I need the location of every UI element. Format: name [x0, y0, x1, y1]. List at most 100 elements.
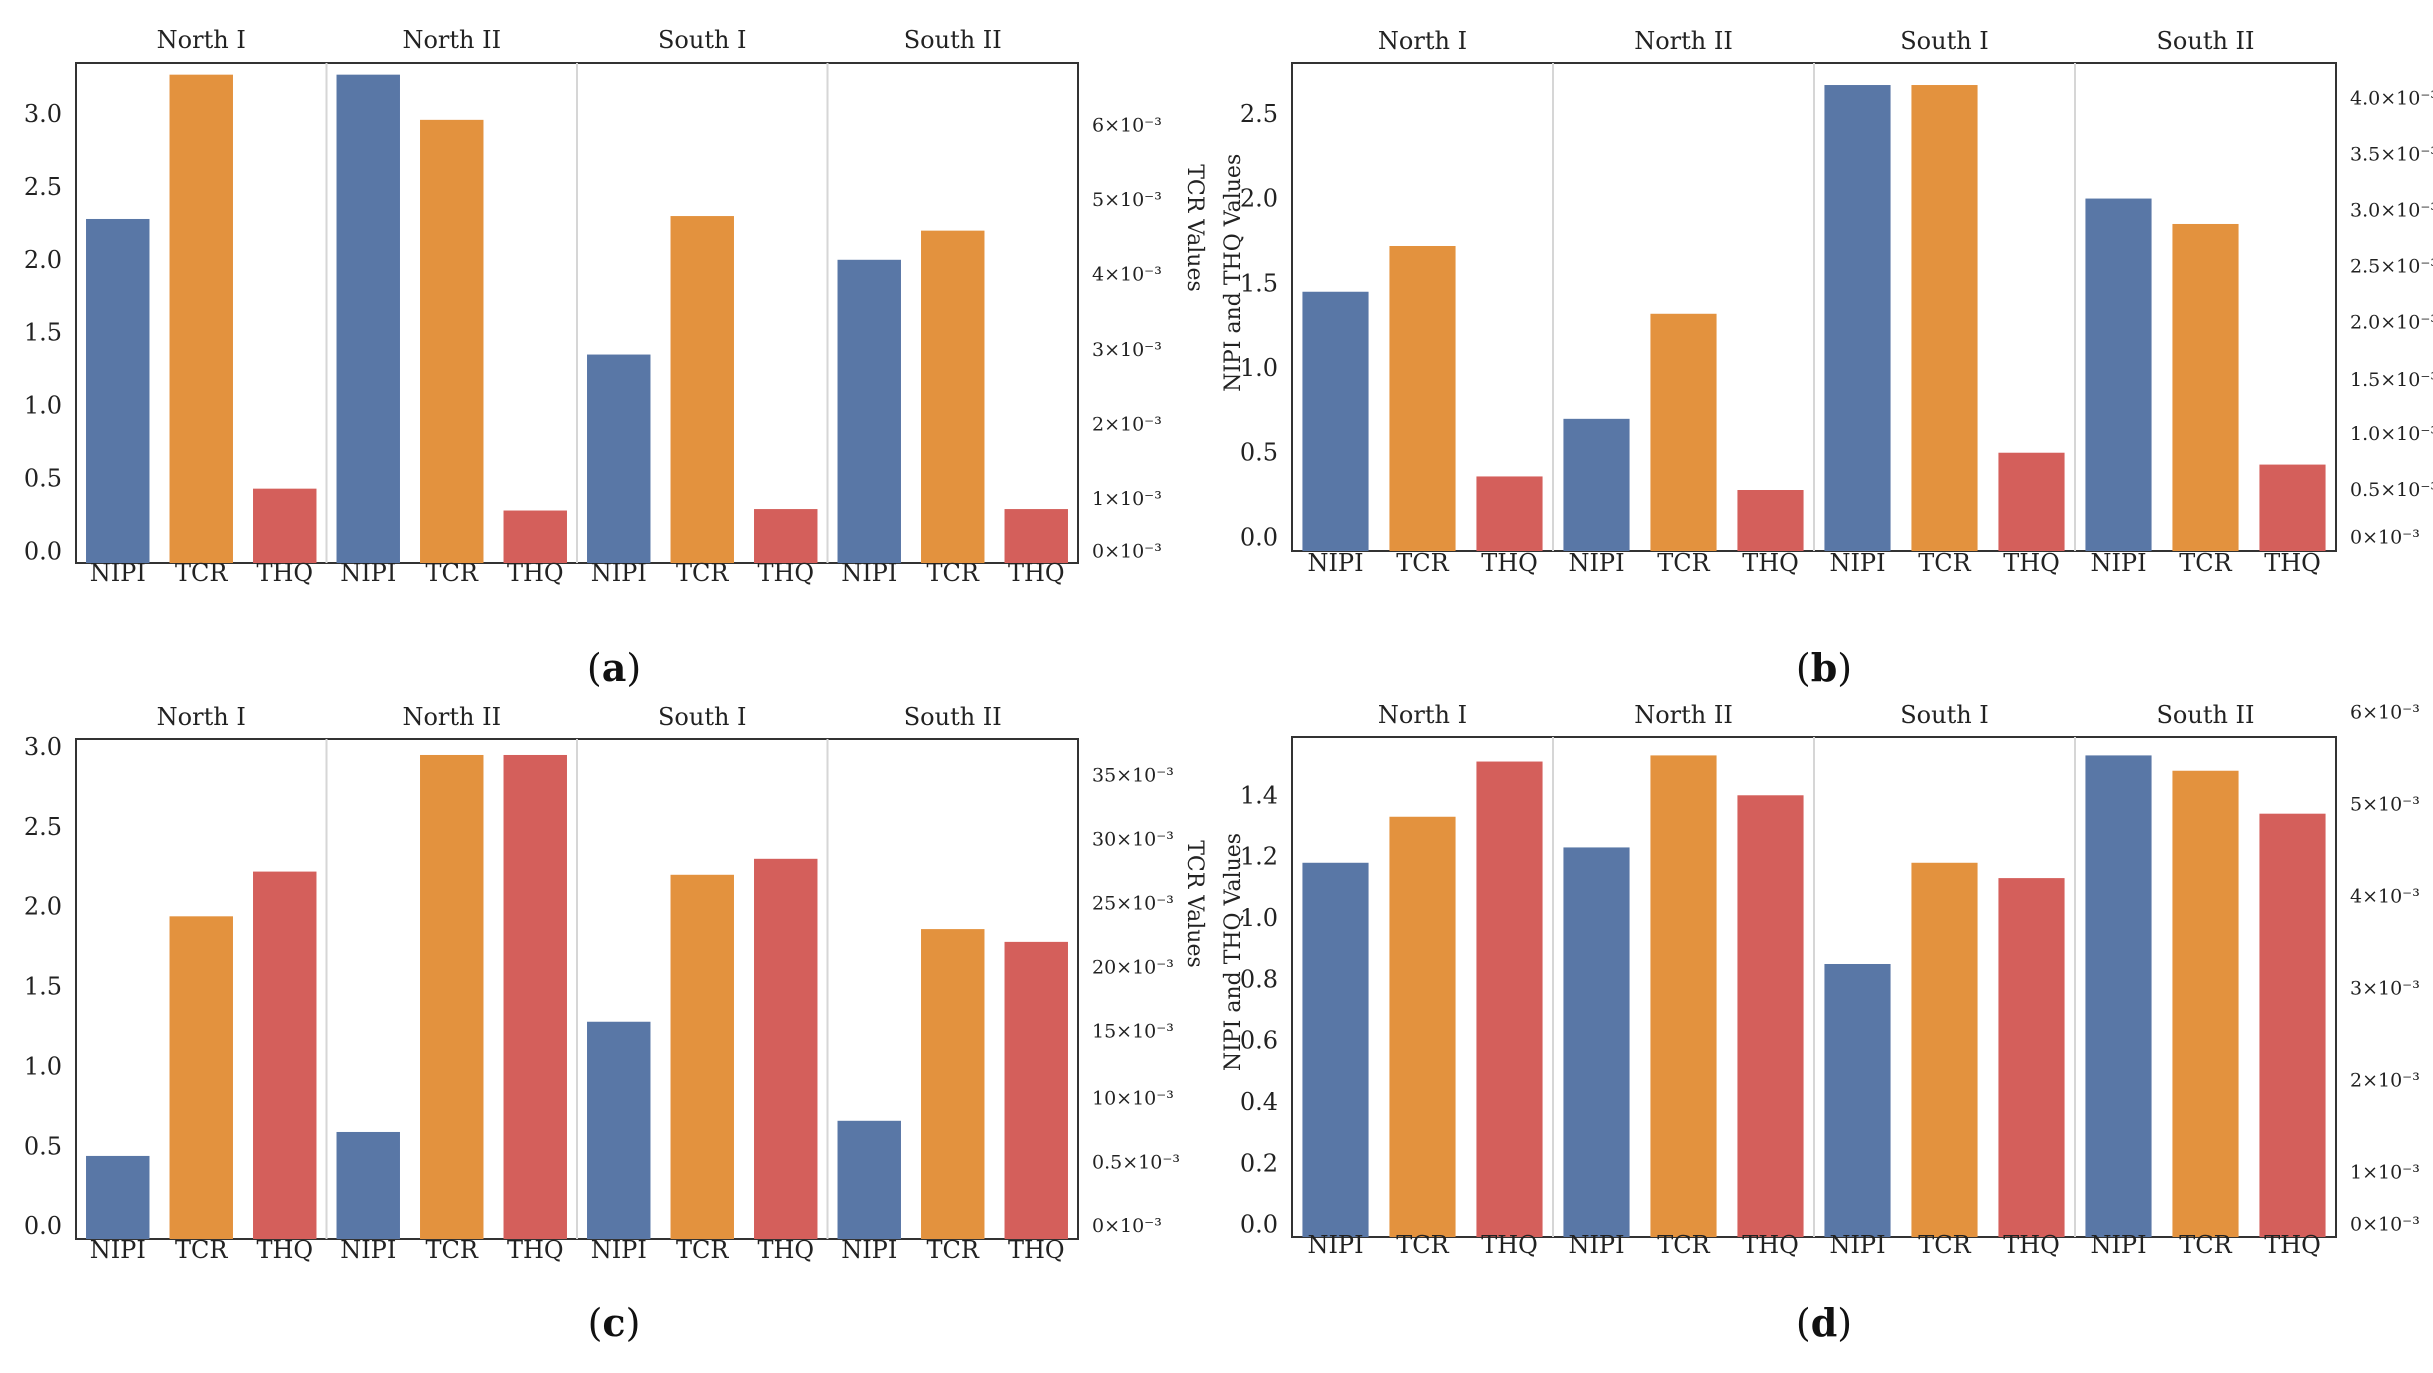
right-tick-label: 1×10⁻³	[1092, 488, 1162, 510]
x-tick-label: TCR	[426, 559, 479, 587]
x-tick-label: THQ	[1742, 549, 1799, 577]
x-tick-label: TCR	[1657, 549, 1710, 577]
left-tick-label: 0.4	[1240, 1088, 1278, 1116]
x-tick-label: THQ	[507, 1236, 564, 1264]
bar-nipi	[1824, 963, 1891, 1237]
x-tick-label: TCR	[175, 1236, 228, 1264]
bar-thq	[1476, 476, 1543, 551]
x-tick-label: NIPI	[1829, 1231, 1885, 1259]
right-tick-label: 3.5×10⁻³	[2350, 144, 2433, 166]
left-tick-label: 1.5	[1240, 269, 1278, 297]
right-tick-label: 0.5×10⁻³	[2350, 479, 2433, 501]
group-label: South I	[1900, 701, 1989, 729]
group-label: North I	[157, 703, 246, 731]
right-tick-label: 2.0×10⁻³	[2350, 311, 2433, 333]
bar-nipi	[1302, 862, 1369, 1237]
x-tick-label: THQ	[2264, 1231, 2321, 1259]
x-tick-label: THQ	[757, 1236, 814, 1264]
left-tick-label: 0.5	[1240, 439, 1278, 467]
x-tick-label: THQ	[2003, 549, 2060, 577]
x-tick-label: NIPI	[2090, 1231, 2146, 1259]
x-tick-label: THQ	[2003, 1231, 2060, 1259]
right-tick-label: 5×10⁻³	[2350, 793, 2420, 815]
x-tick-label: THQ	[757, 559, 814, 587]
bar-thq	[503, 754, 567, 1239]
caption-c: (c)	[587, 1300, 641, 1345]
x-tick-label: NIPI	[90, 559, 146, 587]
group-label: North II	[1634, 701, 1733, 729]
left-tick-label: 2.0	[1240, 185, 1278, 213]
x-tick-label: TCR	[927, 1236, 980, 1264]
x-tick-label: NIPI	[1568, 1231, 1624, 1259]
x-tick-label: TCR	[2179, 1231, 2232, 1259]
group-label: South I	[658, 26, 747, 54]
left-tick-label: 0.0	[1240, 1211, 1278, 1239]
x-tick-label: THQ	[1481, 1231, 1538, 1259]
group-label: South II	[904, 26, 1002, 54]
bar-nipi	[1563, 418, 1630, 551]
group-label: South I	[658, 703, 747, 731]
right-tick-label: 10×10⁻³	[1092, 1087, 1174, 1109]
bar-tcr	[420, 119, 484, 563]
bar-tcr	[1650, 313, 1717, 551]
bar-thq	[1737, 795, 1804, 1237]
bar-nipi	[1563, 847, 1630, 1237]
x-tick-label: NIPI	[2090, 549, 2146, 577]
right-tick-label: 4.0×10⁻³	[2350, 88, 2433, 110]
group-label: South II	[2156, 27, 2254, 55]
bar-nipi	[587, 1021, 651, 1239]
bar-thq	[1998, 452, 2065, 551]
x-tick-label: NIPI	[1829, 549, 1885, 577]
x-tick-label: TCR	[1657, 1231, 1710, 1259]
bar-nipi	[837, 259, 901, 563]
right-tick-label: 0×10⁻³	[1092, 540, 1162, 562]
left-tick-label: 2.5	[24, 813, 62, 841]
right-tick-label: 1×10⁻³	[2350, 1162, 2420, 1184]
x-tick-label: THQ	[1481, 549, 1538, 577]
left-tick-label: 0.0	[24, 1212, 62, 1240]
group-label: North II	[1634, 27, 1733, 55]
bar-nipi	[1302, 291, 1369, 551]
bar-nipi	[837, 1120, 901, 1239]
right-tick-label: 35×10⁻³	[1092, 765, 1174, 787]
left-tick-label: 2.5	[1240, 100, 1278, 128]
caption-b: (b)	[1795, 645, 1853, 690]
right-tick-label: 2.5×10⁻³	[2350, 255, 2433, 277]
bar-nipi	[2085, 755, 2152, 1237]
bar-thq	[2259, 813, 2326, 1237]
right-axis-title: TCR Values	[1182, 840, 1207, 968]
x-tick-label: THQ	[256, 559, 313, 587]
group-label: South II	[904, 703, 1002, 731]
left-tick-label: 1.0	[24, 392, 62, 420]
x-tick-label: TCR	[426, 1236, 479, 1264]
bar-tcr	[1389, 816, 1456, 1237]
bar-nipi	[336, 1131, 400, 1239]
bar-thq	[1998, 878, 2065, 1237]
caption-a: (a)	[586, 645, 642, 690]
x-tick-label: TCR	[676, 559, 729, 587]
bar-thq	[1737, 490, 1804, 551]
bar-thq	[1004, 941, 1068, 1239]
x-tick-label: TCR	[1396, 549, 1449, 577]
x-tick-label: THQ	[1008, 1236, 1065, 1264]
left-tick-label: 2.0	[24, 246, 62, 274]
x-tick-label: TCR	[1918, 549, 1971, 577]
bar-tcr	[921, 230, 985, 563]
right-tick-label: 0.5×10⁻³	[1092, 1151, 1180, 1173]
x-tick-label: TCR	[927, 559, 980, 587]
right-tick-label: 1.5×10⁻³	[2350, 369, 2433, 391]
left-tick-label: 3.0	[24, 100, 62, 128]
bar-thq	[253, 488, 317, 563]
left-tick-label: 1.5	[24, 319, 62, 347]
bar-tcr	[2172, 770, 2239, 1237]
right-tick-label: 6×10⁻³	[2350, 701, 2420, 723]
left-tick-label: 0.5	[24, 464, 62, 492]
x-tick-label: TCR	[175, 559, 228, 587]
bar-nipi	[2085, 198, 2152, 552]
bar-tcr	[169, 916, 233, 1239]
left-tick-label: 2.5	[24, 173, 62, 201]
bar-thq	[253, 871, 317, 1239]
bar-nipi	[86, 218, 150, 563]
right-tick-label: 30×10⁻³	[1092, 829, 1174, 851]
